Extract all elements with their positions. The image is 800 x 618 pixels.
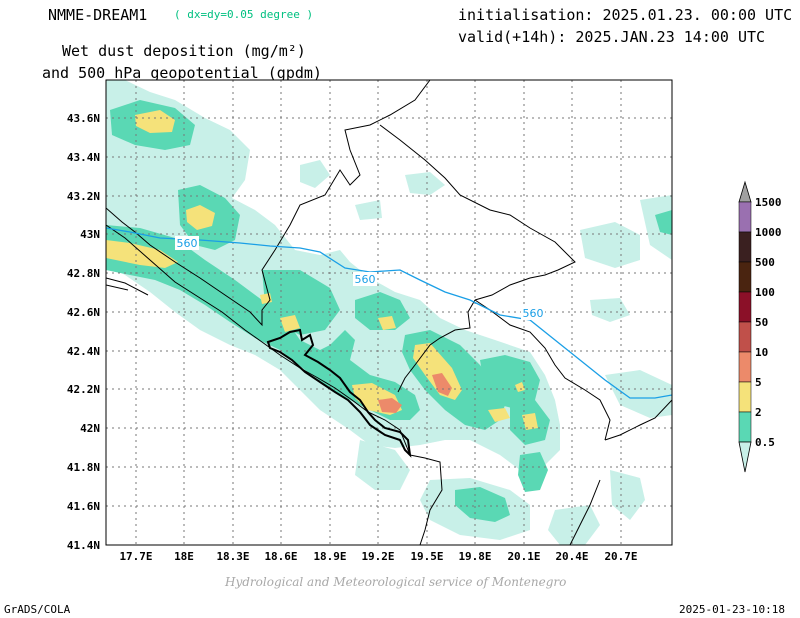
- legend-swatch: [738, 180, 752, 203]
- kosovo-border: [397, 299, 611, 441]
- legend-swatch: [738, 261, 752, 293]
- legend-label: 0.5: [755, 436, 775, 449]
- bosnia-border: [106, 80, 431, 327]
- legend-swatch: [738, 411, 752, 443]
- resolution-note: ( dx=dy=0.05 degree ): [174, 8, 314, 21]
- legend-label: 1500: [755, 196, 782, 209]
- x-tick-label: 19.8E: [458, 550, 491, 563]
- montenegro-border: [266, 328, 412, 458]
- legend-label: 5: [755, 376, 762, 389]
- y-tick-label: 41.4N: [67, 539, 100, 552]
- coastline-italy: [106, 277, 149, 296]
- initialisation-time: initialisation: 2025.01.23. 00:00 UTC: [458, 6, 793, 24]
- grid-lines: [106, 80, 672, 545]
- y-tick-label: 43.6N: [67, 112, 100, 125]
- x-tick-label: 18E: [174, 550, 194, 563]
- model-name: NMME-DREAM1: [48, 6, 148, 24]
- footer-timestamp: 2025-01-23-10:18: [679, 603, 785, 616]
- legend-label: 50: [755, 316, 768, 329]
- legend-swatch: [738, 321, 752, 353]
- legend-swatch: [738, 441, 752, 473]
- x-tick-label: 18.6E: [264, 550, 297, 563]
- legend-label: 1000: [755, 226, 782, 239]
- legend-swatch: [738, 201, 752, 233]
- map-frame: [105, 79, 673, 546]
- footer-software: GrADS/COLA: [4, 603, 71, 616]
- x-tick-label: 19.5E: [410, 550, 443, 563]
- legend-label: 100: [755, 286, 775, 299]
- x-tick-label: 19.2E: [361, 550, 394, 563]
- legend-swatch: [738, 351, 752, 383]
- serbia-border: [379, 124, 576, 301]
- x-tick-label: 17.7E: [119, 550, 152, 563]
- contour-label: 560: [523, 307, 544, 320]
- x-tick-label: 20.1E: [507, 550, 540, 563]
- y-axis: 43.6N 43.4N 43.2N 43N 42.8N 42.6N 42.4N …: [67, 112, 100, 552]
- x-tick-label: 18.9E: [313, 550, 346, 563]
- x-tick-label: 20.4E: [555, 550, 588, 563]
- color-legend: 0.5 2 5 10 50 100 500 1000 1500: [738, 180, 782, 473]
- y-tick-label: 42.8N: [67, 267, 100, 280]
- legend-label: 2: [755, 406, 762, 419]
- y-tick-label: 42N: [80, 422, 100, 435]
- product-subtitle: and 500 hPa geopotential (gpdm): [42, 64, 322, 82]
- y-tick-label: 43.2N: [67, 190, 100, 203]
- y-tick-label: 41.8N: [67, 461, 100, 474]
- legend-swatch: [738, 291, 752, 323]
- y-tick-label: 43N: [80, 228, 100, 241]
- borders: [106, 80, 672, 545]
- y-tick-label: 42.2N: [67, 383, 100, 396]
- x-tick-label: 18.3E: [216, 550, 249, 563]
- y-tick-label: 42.4N: [67, 345, 100, 358]
- legend-label: 10: [755, 346, 768, 359]
- legend-swatch: [738, 381, 752, 413]
- valid-time: valid(+14h): 2025.JAN.23 14:00 UTC: [458, 28, 766, 46]
- legend-label: 500: [755, 256, 775, 269]
- albania-border: [409, 454, 443, 545]
- product-title: Wet dust deposition (mg/m²): [62, 42, 306, 60]
- macedonia-border: [569, 399, 672, 545]
- contour-label: 560: [177, 237, 198, 250]
- x-tick-label: 20.7E: [604, 550, 637, 563]
- x-axis: 17.7E 18E 18.3E 18.6E 18.9E 19.2E 19.5E …: [119, 550, 637, 563]
- y-tick-label: 41.6N: [67, 500, 100, 513]
- contour-label: 560: [355, 273, 376, 286]
- coastline: [106, 224, 411, 456]
- y-tick-label: 43.4N: [67, 151, 100, 164]
- dust-field-orange: [378, 373, 452, 413]
- y-tick-label: 42.6N: [67, 306, 100, 319]
- geopotential-contour: 560 560 560: [106, 227, 672, 399]
- legend-swatch: [738, 231, 752, 263]
- credit-line: Hydrological and Meteorological service …: [225, 575, 567, 589]
